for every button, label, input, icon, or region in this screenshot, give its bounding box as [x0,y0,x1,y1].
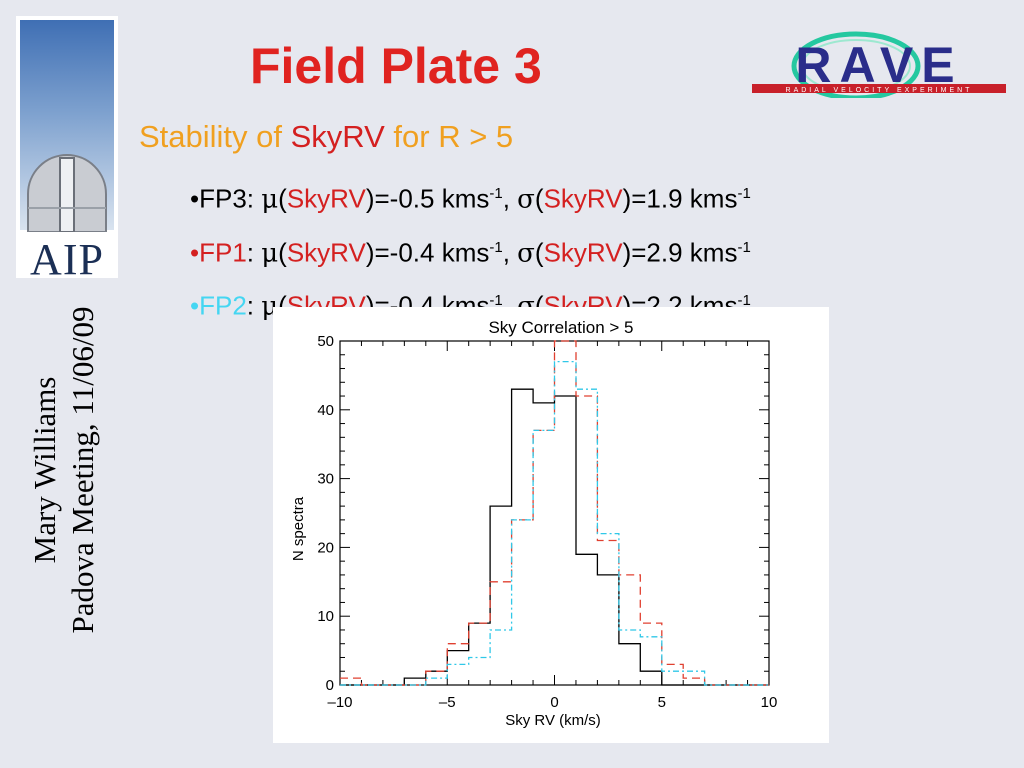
author-name: Mary Williams [27,376,62,564]
y-tick-label: 0 [326,677,334,694]
x-tick-label: –10 [327,694,352,711]
slide-title: Field Plate 3 [250,38,542,94]
x-axis-label: Sky RV (km/s) [505,712,601,729]
bullet-fp3-bullet: • [190,183,200,214]
bullet-fp3-label: FP3 [199,183,247,214]
chart-title: Sky Correlation > 5 [488,318,633,337]
stats-item: •FP3: μ(SkyRV)=-0.5 kms-1, σ(SkyRV)=1.9 … [190,183,751,215]
bullet-fp1-label: FP1 [199,237,247,268]
meeting-date: Padova Meeting, 11/06/09 [65,306,100,634]
histogram-series-fp2 [340,360,769,686]
bullet-fp1-bullet: • [190,237,200,268]
y-tick-label: 50 [317,333,334,350]
y-tick-label: 10 [317,608,334,625]
y-tick-label: 40 [317,402,334,419]
rave-logo-tagline: RADIAL VELOCITY EXPERIMENT [786,87,973,94]
y-tick-label: 20 [317,539,334,556]
observatory-dome-icon [27,154,107,232]
x-tick-label: 0 [550,694,558,711]
histogram-svg: Sky Correlation > 5 Sky RV (km/s) N spec… [290,318,778,729]
rave-logo: RAVE RADIAL VELOCITY EXPERIMENT [752,31,1006,98]
author-sidebar: Mary Williams Padova Meeting, 11/06/09 [26,260,106,680]
x-tick-label: 5 [658,694,666,711]
y-tick-label: 30 [317,471,334,488]
aip-logo: AIP [16,16,118,282]
bullet-fp2-label: FP2 [199,290,247,321]
stats-list: •FP3: μ(SkyRV)=-0.5 kms-1, σ(SkyRV)=1.9 … [190,170,751,331]
histogram-series-fp3 [340,388,769,686]
histogram-chart: Sky Correlation > 5 Sky RV (km/s) N spec… [273,307,829,743]
x-tick-label: –5 [439,694,456,711]
rave-logo-text: RAVE [795,37,962,93]
subtitle: Stability of SkyRV for R > 5 [139,119,514,154]
y-axis-label: N spectra [290,496,307,561]
aip-logo-text: AIP [30,235,104,284]
stats-item: •FP1: μ(SkyRV)=-0.4 kms-1, σ(SkyRV)=2.9 … [190,237,751,269]
bullet-fp2-bullet: • [190,290,200,321]
x-tick-label: 10 [761,694,778,711]
